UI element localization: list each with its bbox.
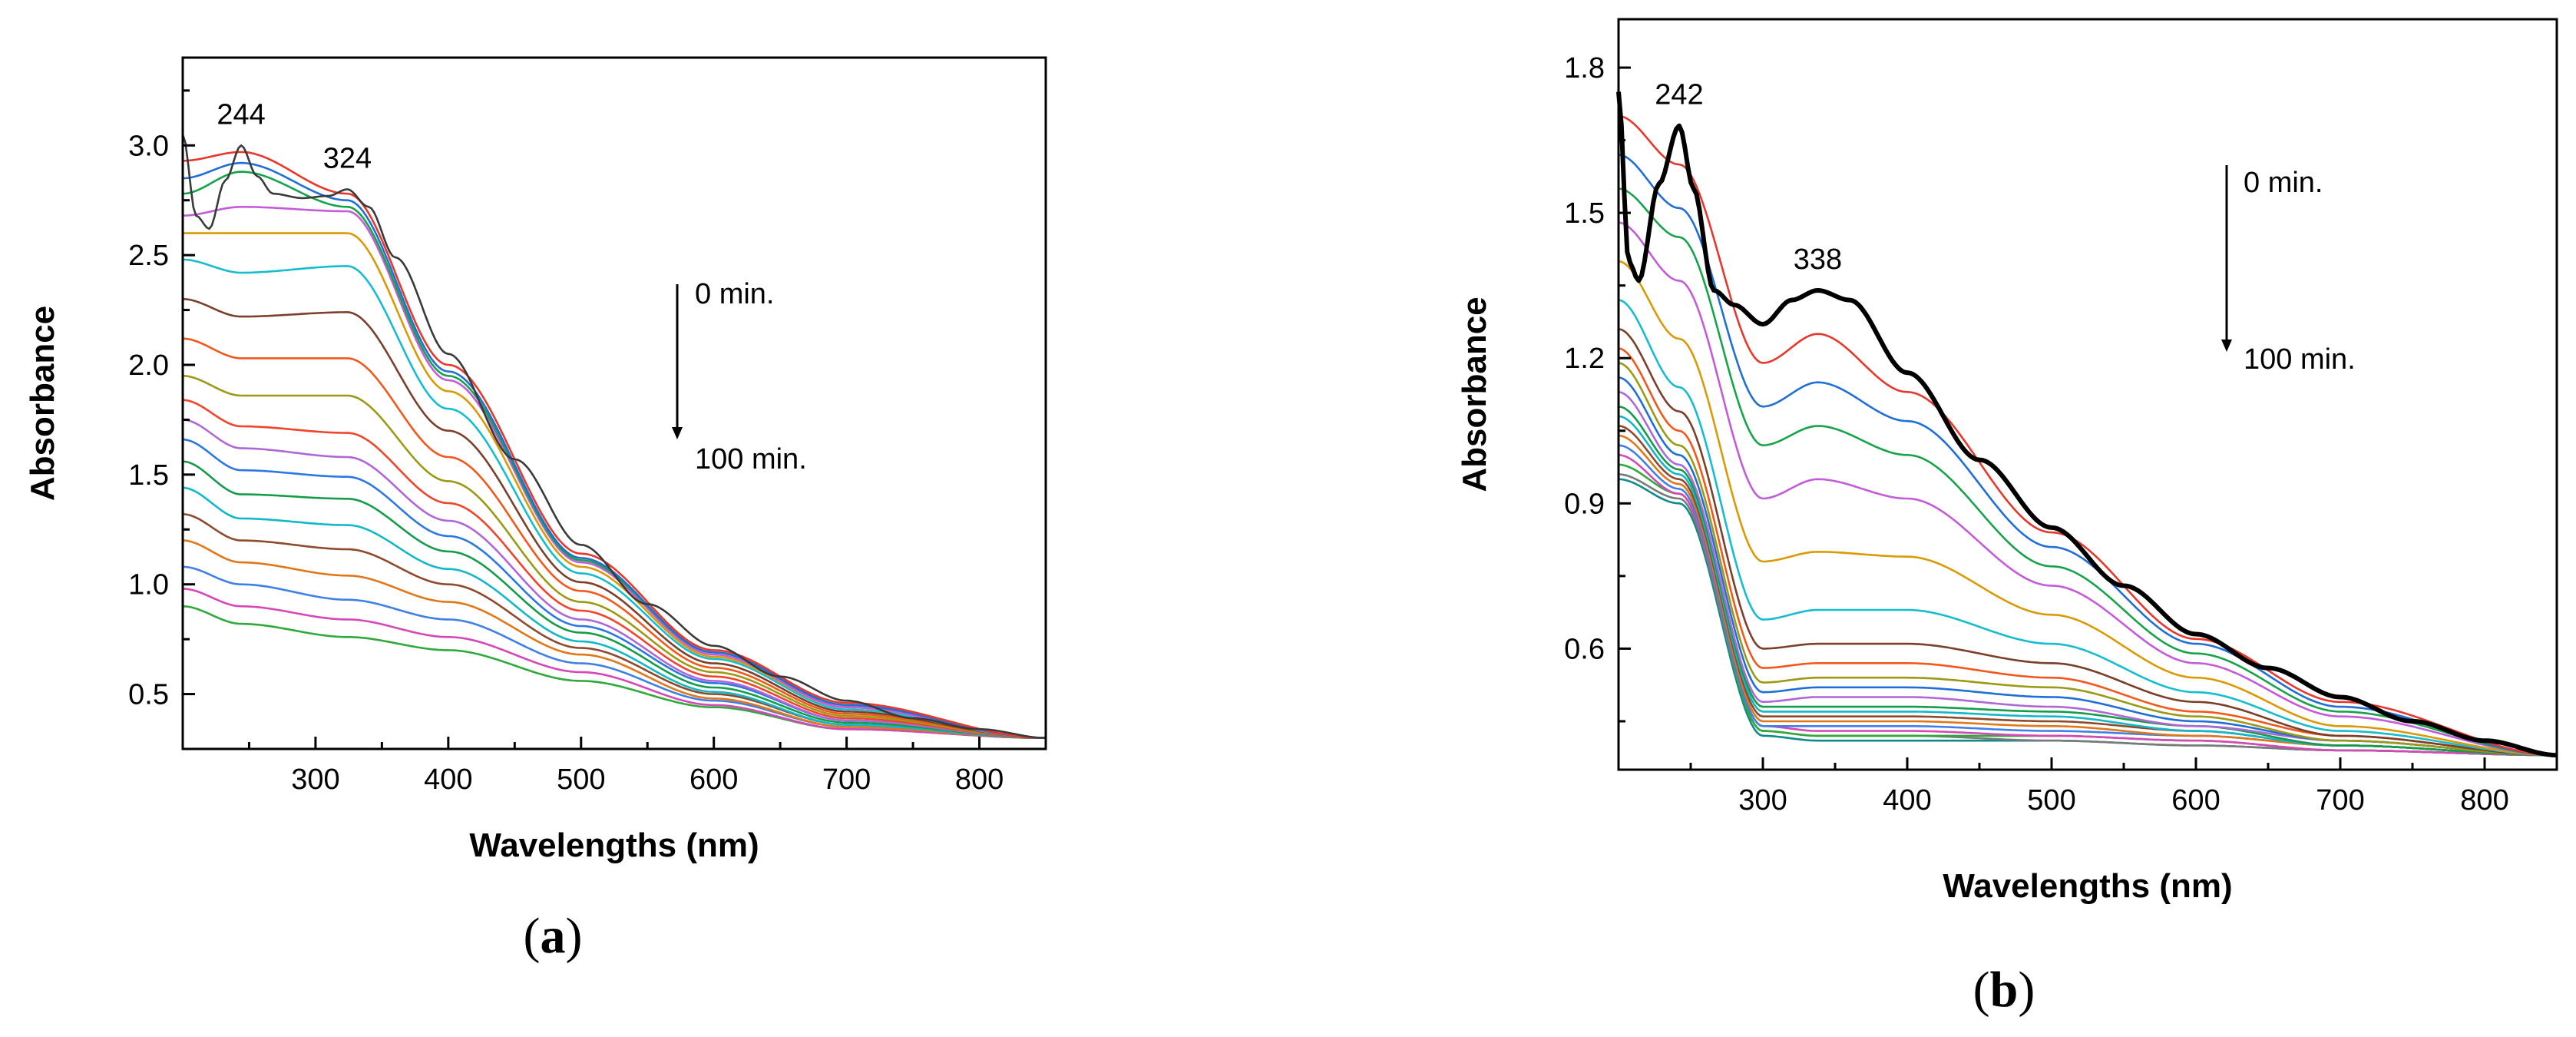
series-line (1618, 114, 2557, 757)
series-line (182, 399, 1046, 739)
x-tick-label: 300 (291, 764, 339, 796)
y-axis-title: Absorbance (24, 306, 61, 501)
series-line (182, 258, 1046, 739)
series-line (1616, 91, 2558, 758)
x-axis-title: Wavelengths (nm) (1943, 867, 2232, 905)
series-line (1618, 463, 2557, 757)
series-line (1618, 328, 2557, 757)
series-line (1618, 154, 2557, 757)
x-tick-label: 600 (2171, 784, 2220, 817)
series-line (182, 151, 1046, 739)
plot-frame (181, 56, 1047, 750)
y-tick-label: 2.5 (128, 240, 169, 272)
series-line (182, 486, 1046, 739)
x-tick-label: 400 (424, 764, 472, 796)
series-line (1618, 362, 2557, 757)
x-tick-label: 400 (1883, 784, 1931, 817)
time-end-label: 100 min. (2244, 343, 2356, 376)
x-tick-label: 500 (2027, 784, 2075, 817)
peak-label: 338 (1794, 244, 1842, 276)
y-tick-label: 0.9 (1564, 488, 1605, 520)
series-line (1618, 376, 2557, 757)
x-tick-label: 700 (2316, 784, 2364, 817)
panel-a: 300 400 500 600 700 800 0.5 1.0 1.5 2.0 2.5 3.0 Wave… (24, 56, 1047, 964)
peak-label: 242 (1655, 79, 1703, 111)
series-line (1618, 347, 2557, 757)
x-tick-label: 300 (1738, 784, 1787, 817)
y-tick-label: 3.0 (128, 130, 169, 162)
y-axis-title: Absorbance (1456, 297, 1493, 492)
time-arrow-head (2221, 340, 2232, 352)
y-tick-label: 1.5 (1564, 197, 1605, 230)
series-line (1618, 221, 2557, 757)
series-line (182, 460, 1046, 739)
series-line (182, 513, 1046, 739)
y-tick-label: 1.8 (1564, 52, 1605, 84)
panel-label: (b) (1973, 962, 2035, 1018)
y-tick-label: 2.0 (128, 350, 169, 382)
series-line (182, 298, 1046, 739)
series-line (182, 206, 1046, 739)
series-line (182, 588, 1046, 739)
y-tick-label: 1.0 (128, 569, 169, 601)
y-tick-label: 0.6 (1564, 633, 1605, 665)
series-line (182, 539, 1046, 739)
series-line (1618, 434, 2557, 757)
series-line (182, 375, 1046, 739)
time-start-label: 0 min. (695, 278, 774, 310)
x-tick-label: 800 (2460, 784, 2508, 817)
y-tick-label: 1.5 (128, 459, 169, 492)
series-line (1618, 299, 2557, 757)
plot-frame (1617, 18, 2558, 771)
series-line (182, 161, 1046, 739)
series-group (1616, 91, 2558, 758)
series-line (182, 438, 1046, 739)
panel-b: 300 400 500 600 700 800 0.6 0.9 1.2 1.5 1.8 Wavelen… (1456, 18, 2558, 1018)
series-line (1618, 260, 2557, 757)
time-start-label: 0 min. (2244, 167, 2323, 199)
x-tick-label: 500 (557, 764, 605, 796)
series-line (1618, 444, 2557, 757)
series-line (181, 134, 1046, 739)
x-tick-label: 800 (955, 764, 1004, 796)
series-line (182, 419, 1046, 739)
x-axis-title: Wavelengths (nm) (469, 827, 759, 864)
peak-label: 244 (217, 98, 265, 131)
panel-label: (a) (524, 908, 583, 964)
time-arrow-head (672, 427, 683, 439)
series-group (181, 134, 1046, 739)
x-tick-label: 600 (689, 764, 738, 796)
time-end-label: 100 min. (695, 443, 807, 475)
y-tick-label: 1.2 (1564, 343, 1605, 375)
series-line (1618, 406, 2557, 757)
y-tick-label: 0.5 (128, 679, 169, 711)
x-tick-label: 700 (822, 764, 871, 796)
peak-label: 324 (323, 142, 372, 174)
series-line (182, 337, 1046, 739)
